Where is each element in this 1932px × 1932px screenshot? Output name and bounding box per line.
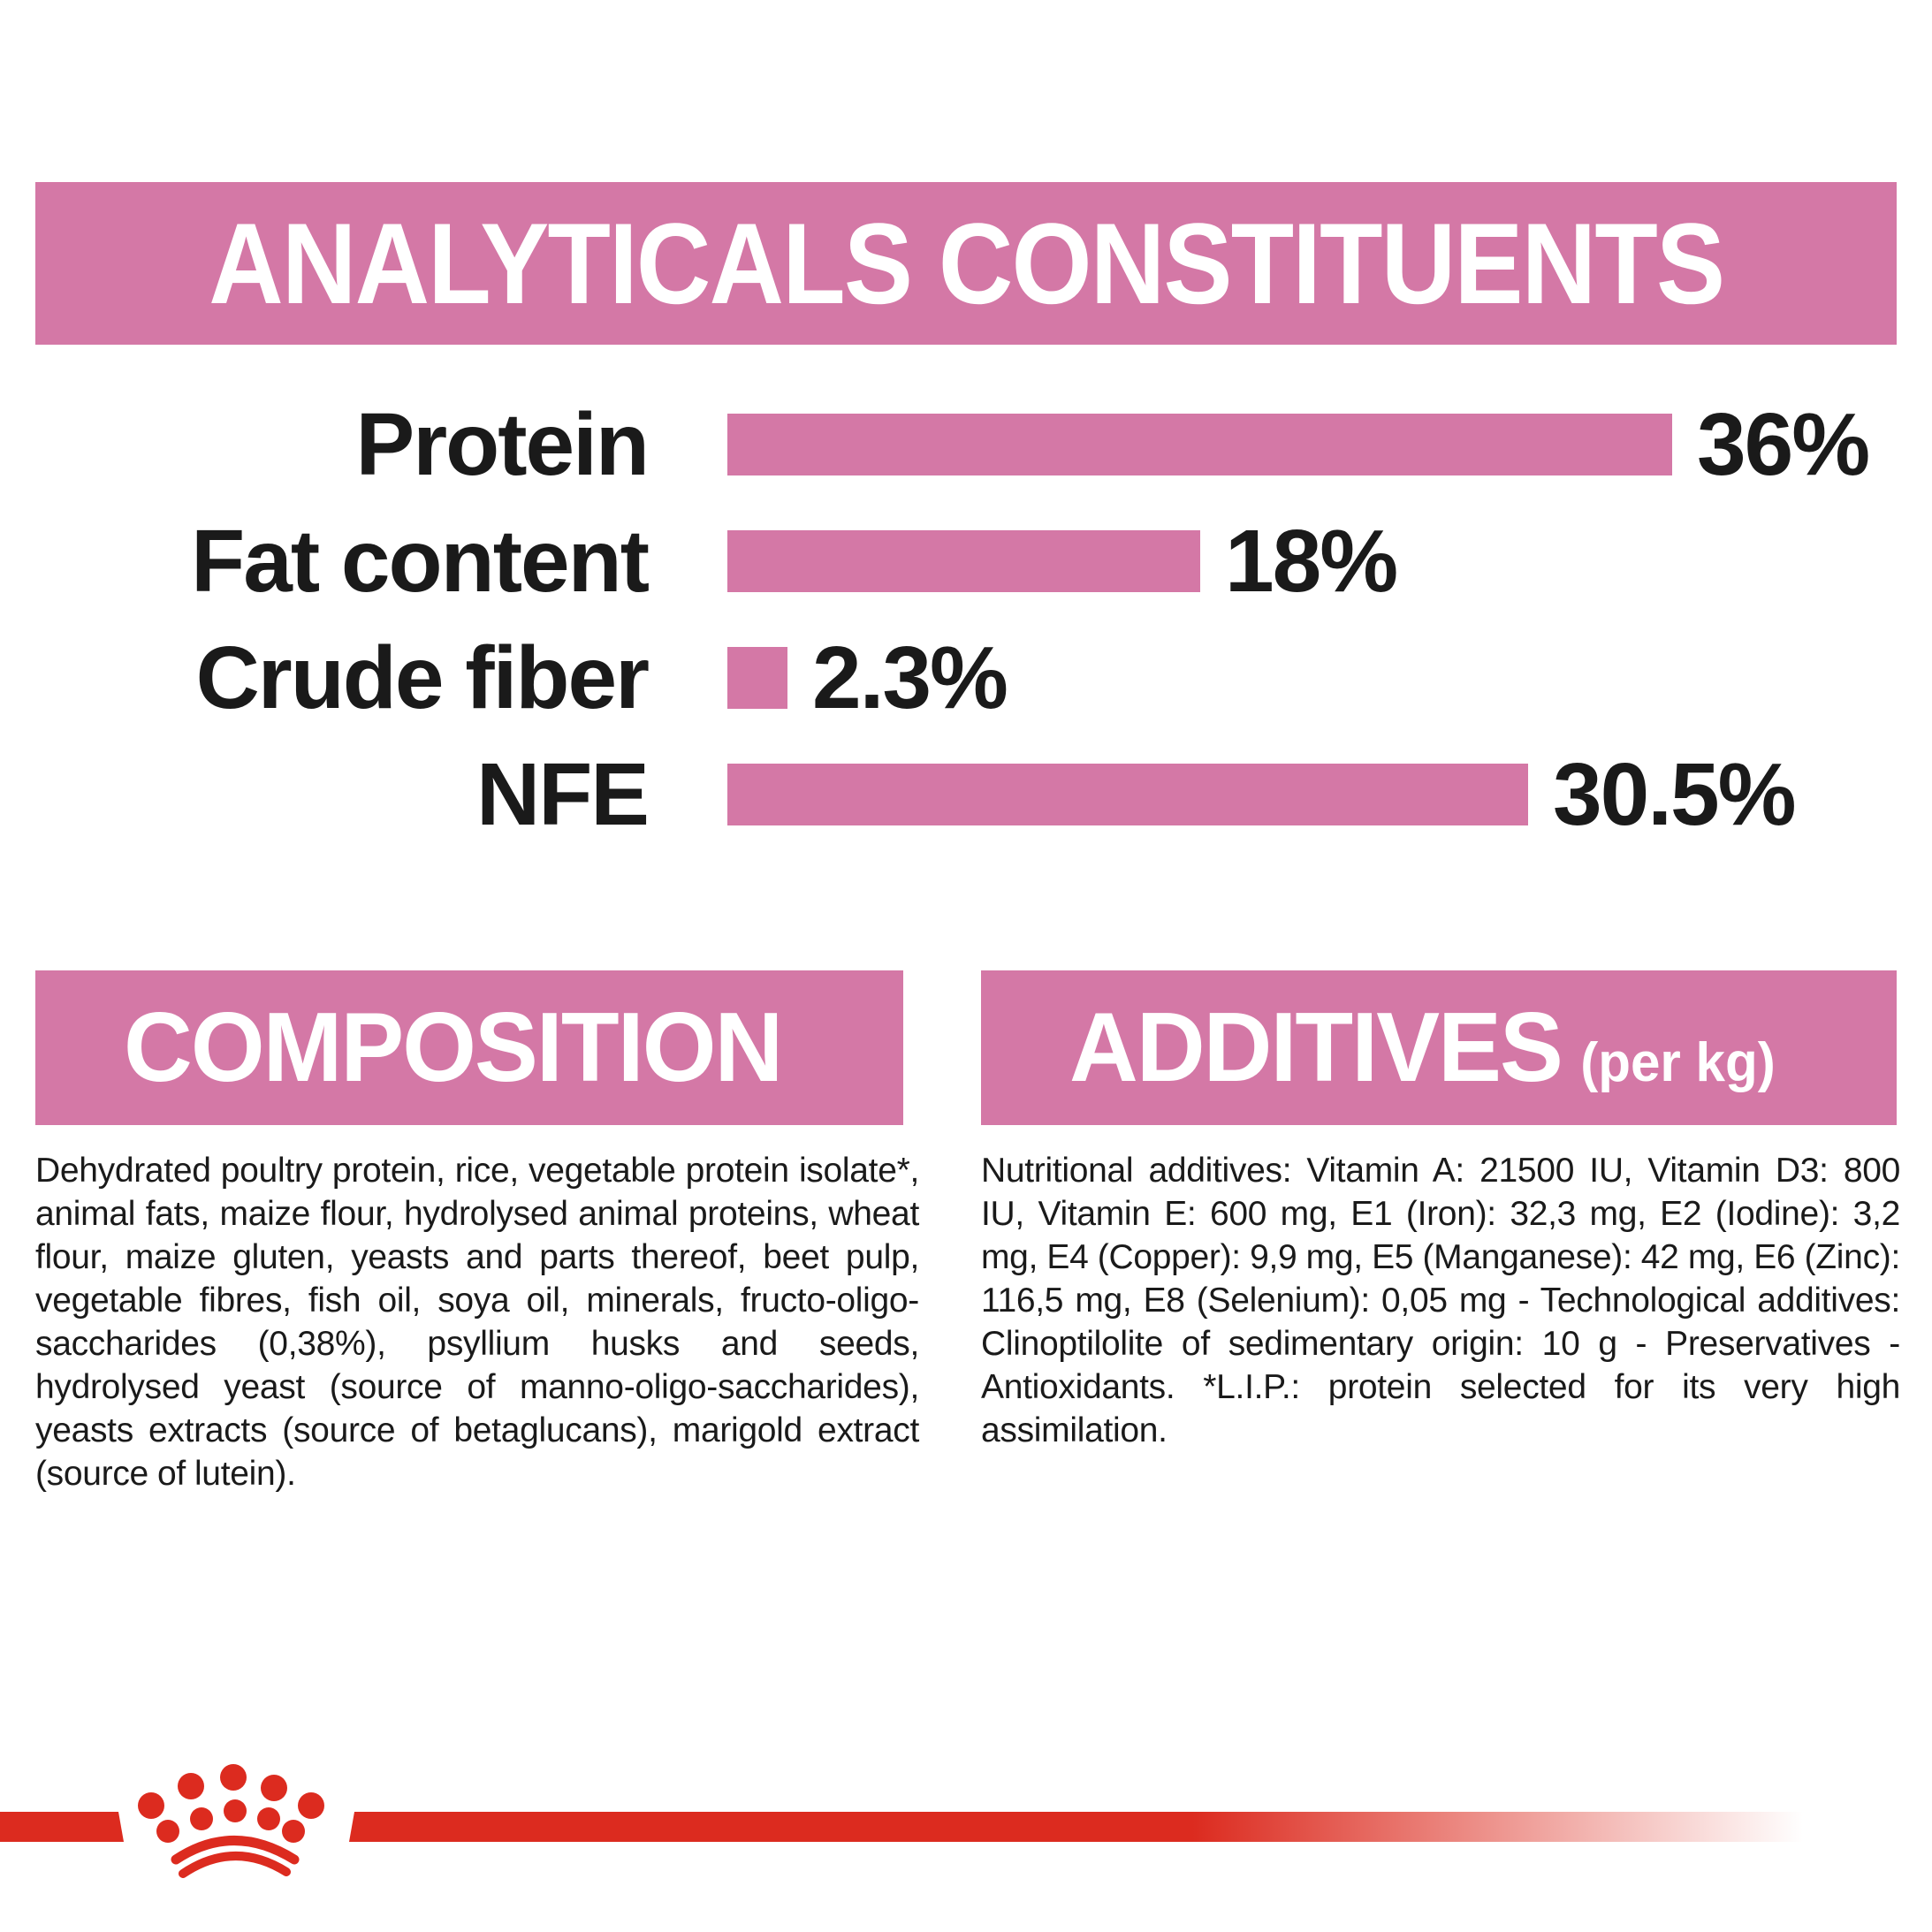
royal-canin-crown-icon	[138, 1764, 324, 1878]
additives-body: Nutritional additives: Vitamin A: 21500 …	[981, 1152, 1900, 1449]
chart-bar	[727, 414, 1672, 475]
footer-stripe-right	[349, 1812, 1803, 1842]
analyticals-chart: Protein 36% Fat content 18% Crude fiber 2.3% N…	[0, 400, 1932, 880]
chart-category-label: NFE	[476, 745, 650, 844]
chart-row: Protein 36%	[0, 400, 1932, 489]
chart-value-label: 30.5%	[1553, 745, 1797, 844]
composition-banner: COMPOSITION	[35, 970, 903, 1125]
additives-title: ADDITIVES (per kg)	[1069, 999, 1776, 1097]
chart-category-label: Protein	[355, 395, 650, 494]
chart-value-label: 36%	[1697, 395, 1870, 494]
additives-banner: ADDITIVES (per kg)	[981, 970, 1897, 1125]
chart-value-label: 18%	[1225, 512, 1398, 611]
chart-category-label: Crude fiber	[195, 628, 650, 727]
chart-row: NFE 30.5%	[0, 750, 1932, 839]
chart-category-label: Fat content	[191, 512, 650, 611]
composition-title: COMPOSITION	[124, 993, 783, 1102]
footer-stripe-left	[0, 1812, 124, 1842]
chart-bar	[727, 647, 787, 709]
composition-body: Dehydrated poultry protein, rice, vegeta…	[35, 1152, 919, 1493]
analyticals-title: ANALYTICALS CONSTITUENTS	[208, 199, 1725, 328]
chart-row: Fat content 18%	[0, 517, 1932, 605]
additives-title-suffix: (per kg)	[1580, 1032, 1776, 1093]
chart-value-label: 2.3%	[812, 628, 1008, 727]
analyticals-banner: ANALYTICALS CONSTITUENTS	[35, 182, 1897, 345]
chart-row: Crude fiber 2.3%	[0, 634, 1932, 722]
chart-bar	[727, 764, 1528, 825]
chart-bar	[727, 530, 1200, 592]
additives-title-text: ADDITIVES	[1069, 993, 1563, 1102]
